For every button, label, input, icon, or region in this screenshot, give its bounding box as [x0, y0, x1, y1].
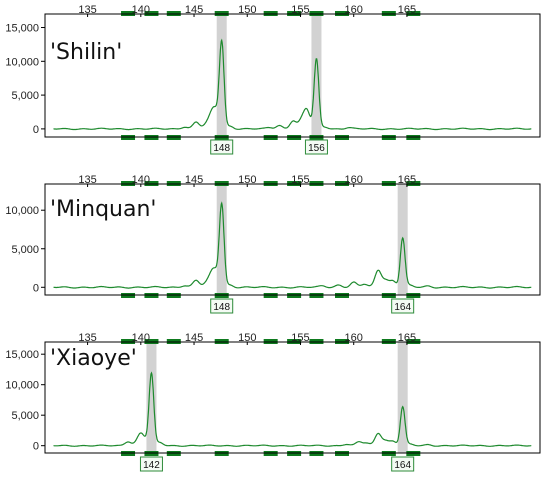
allele-label: 148 — [213, 143, 230, 154]
allele-label: 142 — [143, 460, 160, 471]
panel-xiaoye: 135 140 145 150 155 160 165 0 5,000 10,000 15,000 1… — [5, 332, 541, 472]
x-tick-label: 135 — [78, 174, 96, 186]
x-tick-label: 160 — [345, 332, 363, 344]
x-tick-label: 145 — [185, 332, 203, 344]
x-tick-label: 160 — [345, 4, 363, 16]
allele-label: 164 — [394, 460, 411, 471]
x-tick-label: 165 — [398, 4, 416, 16]
y-tick-label: 15,000 — [5, 349, 39, 361]
x-tick-label: 150 — [238, 332, 256, 344]
x-tick-label: 135 — [78, 4, 96, 16]
highlight-bin-147.6 — [216, 14, 227, 137]
y-tick-label: 0 — [33, 282, 39, 294]
allele-label-box — [210, 139, 234, 155]
x-tick-label: 135 — [78, 332, 96, 344]
x-tick-label: 140 — [132, 4, 150, 16]
x-tick-label: 155 — [291, 4, 309, 16]
y-tick-label: 10,000 — [5, 380, 39, 392]
trace-line — [53, 201, 532, 289]
allele-label-box — [391, 456, 415, 472]
x-tick-label: 155 — [291, 174, 309, 186]
panel-title-shilin: 'Shilin' — [48, 40, 125, 66]
allele-label: 148 — [213, 302, 230, 313]
y-tick-label: 5,000 — [11, 90, 39, 102]
y-tick-label: 15,000 — [5, 23, 39, 35]
y-tick-label: 0 — [33, 441, 39, 453]
x-tick-label: 165 — [398, 332, 416, 344]
x-tick-label: 150 — [238, 174, 256, 186]
x-tick-label: 150 — [238, 4, 256, 16]
plot-frame — [44, 183, 541, 296]
trace-line — [53, 371, 532, 447]
x-tick-label: 155 — [291, 332, 309, 344]
x-tick-label: 160 — [345, 174, 363, 186]
highlight-bin-156.5 — [311, 14, 322, 137]
allele-label-box — [139, 456, 163, 472]
panel-title-xiaoye: 'Xiaoye' — [48, 346, 139, 372]
plot-frame — [44, 341, 541, 454]
x-tick-label: 145 — [185, 4, 203, 16]
allele-label: 164 — [394, 302, 411, 313]
allele-label-box — [391, 298, 415, 314]
y-tick-label: 10,000 — [5, 205, 39, 217]
y-tick-label: 10,000 — [5, 56, 39, 68]
x-tick-label: 140 — [132, 174, 150, 186]
panel-minquan: 135 140 145 150 155 160 165 0 5,000 10,000 148 164 — [5, 174, 541, 314]
highlight-bin-164.6 — [397, 342, 408, 453]
y-tick-label: 5,000 — [11, 244, 39, 256]
panel-shilin: 135 140 145 150 155 160 165 0 5,000 10,000 15,000 1… — [5, 4, 541, 155]
allele-label-box — [210, 298, 234, 314]
plot-frame — [44, 13, 541, 138]
trace-line — [53, 38, 532, 131]
x-tick-label: 140 — [132, 332, 150, 344]
panel-title-minquan: 'Minquan' — [48, 197, 159, 223]
allele-label: 156 — [308, 143, 325, 154]
y-tick-label: 0 — [33, 124, 39, 136]
x-tick-label: 165 — [398, 174, 416, 186]
highlight-bin-147.6 — [216, 184, 227, 295]
y-tick-label: 5,000 — [11, 410, 39, 422]
x-tick-label: 145 — [185, 174, 203, 186]
highlight-bin-141 — [146, 342, 157, 453]
allele-label-box — [304, 139, 328, 155]
